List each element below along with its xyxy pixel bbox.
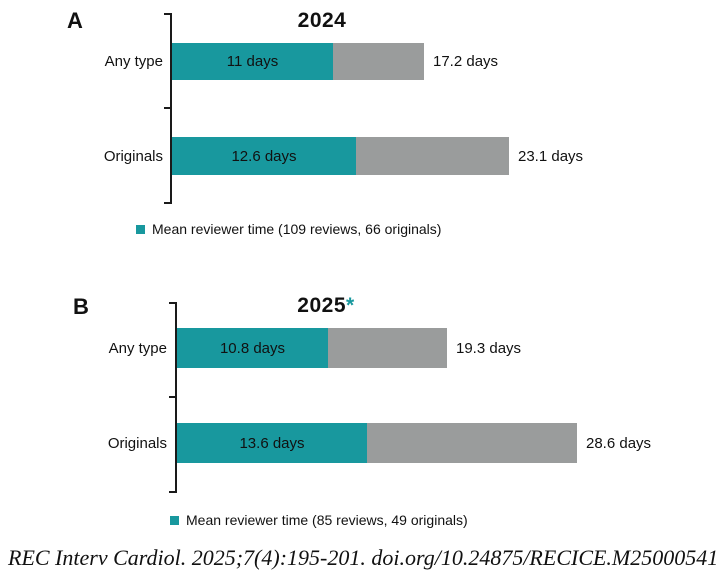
panel-a-bar-row-any-type: 11 days 17.2 days bbox=[172, 43, 498, 80]
panel-b-tick-middle bbox=[169, 396, 176, 398]
panel-a-mean-value-label: 11 days bbox=[226, 53, 279, 70]
panel-b-mean-value-label: 13.6 days bbox=[239, 434, 305, 452]
panel-b-category-label-originals: Originals bbox=[107, 434, 167, 452]
panel-b-tick-bottom bbox=[169, 491, 176, 493]
panel-a-tick-top bbox=[164, 13, 171, 15]
panel-b-bar-row-originals: 13.6 days 28.6 days bbox=[177, 423, 651, 463]
panel-a-tick-bottom bbox=[164, 202, 171, 204]
panel-a-mean-bar-segment: 12.6 days bbox=[172, 137, 356, 175]
panel-b-title-asterisk: * bbox=[346, 294, 355, 317]
panel-a-legend-label: Mean reviewer time (109 reviews, 66 orig… bbox=[152, 221, 442, 237]
panel-b-bar-row-any-type: 10.8 days 19.3 days bbox=[177, 328, 521, 368]
legend-square-icon bbox=[170, 515, 179, 525]
legend-square-icon bbox=[136, 224, 145, 234]
panel-b-letter: B bbox=[73, 294, 89, 319]
panel-a-tick-middle bbox=[164, 107, 171, 109]
citation: REC Interv Cardiol. 2025;7(4):195-201. d… bbox=[8, 545, 719, 570]
panel-a-remainder-bar-segment bbox=[356, 137, 509, 175]
panel-a-mean-bar-segment: 11 days bbox=[172, 43, 333, 80]
panel-b-legend: Mean reviewer time (85 reviews, 49 origi… bbox=[170, 512, 468, 528]
panel-b-remainder-bar-segment bbox=[328, 328, 447, 368]
panel-b-legend-label: Mean reviewer time (85 reviews, 49 origi… bbox=[186, 512, 468, 528]
panel-a-category-label-any-type: Any type bbox=[104, 53, 163, 70]
panel-b: B 2025* Any type Originals 10.8 days 19.… bbox=[0, 285, 725, 545]
panel-a-letter: A bbox=[67, 8, 83, 33]
panel-a-category-label-originals: Originals bbox=[103, 147, 163, 165]
panel-a-total-value-label: 17.2 days bbox=[433, 53, 499, 70]
panel-a-axis-line bbox=[170, 13, 172, 204]
panel-a-total-value-label: 23.1 days bbox=[518, 147, 584, 165]
panel-b-mean-bar-segment: 10.8 days bbox=[177, 328, 328, 368]
panel-a: A 2024 Any type Originals 11 days 17.2 d… bbox=[0, 0, 725, 260]
panel-b-total-value-label: 28.6 days bbox=[586, 434, 652, 452]
panel-a-legend: Mean reviewer time (109 reviews, 66 orig… bbox=[136, 221, 441, 237]
panel-b-title: 2025* bbox=[176, 294, 476, 318]
panel-a-mean-value-label: 12.6 days bbox=[231, 147, 297, 165]
panel-a-title-year: 2024 bbox=[297, 9, 347, 32]
panel-a-remainder-bar-segment bbox=[333, 43, 424, 80]
panel-b-category-label-any-type: Any type bbox=[108, 339, 167, 357]
panel-b-total-value-label: 19.3 days bbox=[456, 339, 522, 357]
panel-b-mean-bar-segment: 13.6 days bbox=[177, 423, 367, 463]
panel-b-remainder-bar-segment bbox=[367, 423, 577, 463]
panel-a-bar-row-originals: 12.6 days 23.1 days bbox=[172, 137, 583, 175]
panel-b-tick-top bbox=[169, 302, 176, 304]
panel-a-title: 2024 bbox=[172, 9, 472, 33]
panel-b-title-year: 2025 bbox=[297, 294, 347, 317]
panel-b-axis-line bbox=[175, 302, 177, 493]
panel-b-mean-value-label: 10.8 days bbox=[219, 339, 286, 357]
